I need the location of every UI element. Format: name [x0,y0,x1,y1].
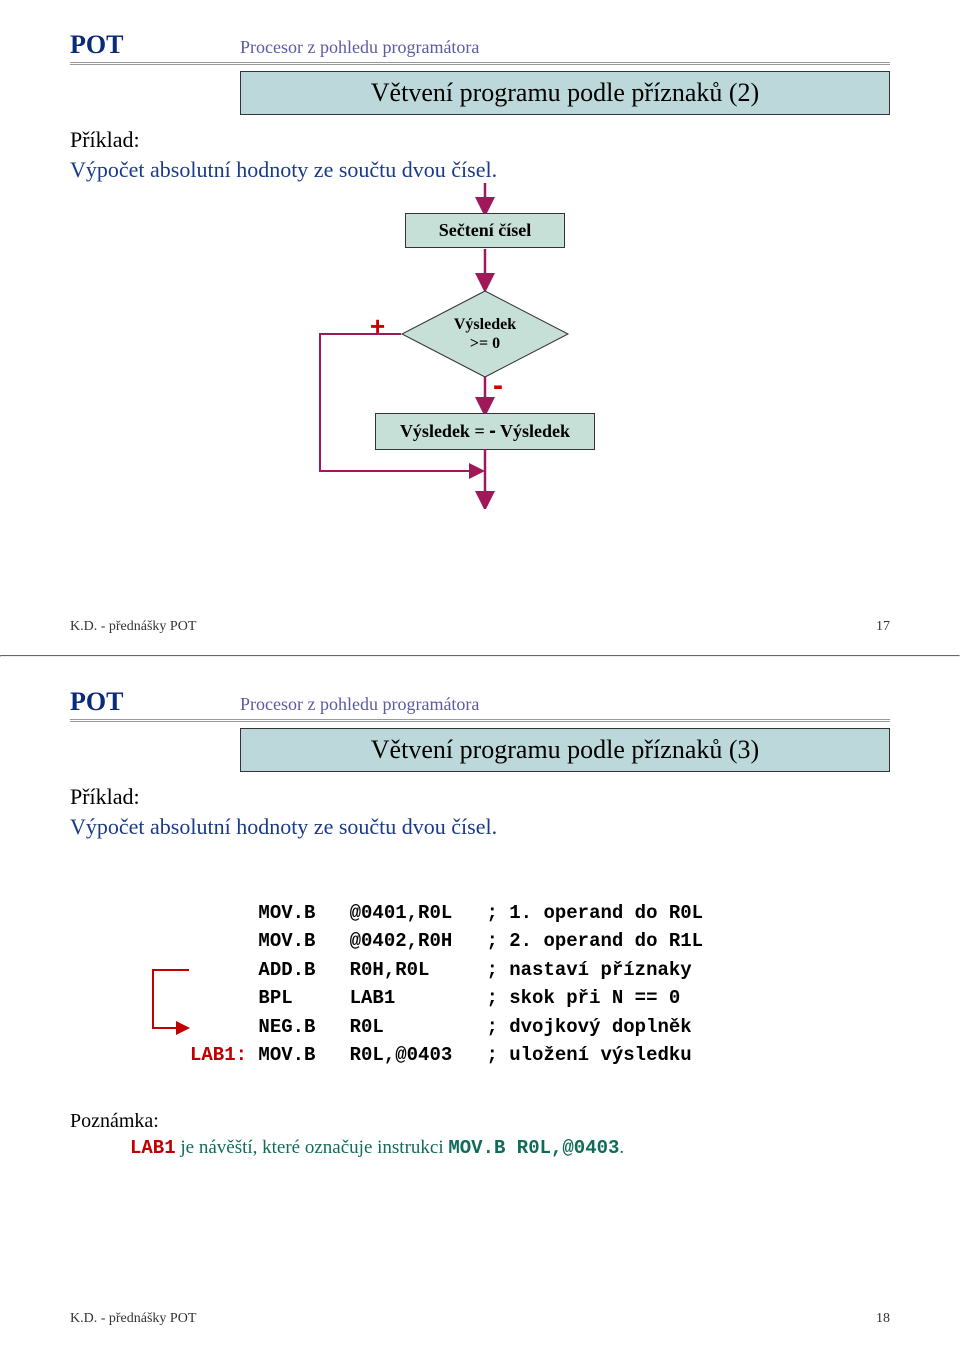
arrow-to-diamond [475,249,495,291]
example-intro: Příklad: Výpočet absolutní hodnoty ze so… [70,127,890,183]
code-l2: MOV.B @0402,R0H ; 2. operand do R1L [190,930,703,952]
slide-title: Větvení programu podle příznaků (3) [240,728,890,772]
code-l6-rest: MOV.B R0L,@0403 ; uložení výsledku [247,1044,692,1066]
footer-left: K.D. - přednášky POT [70,619,196,635]
arrow-entry [475,183,495,215]
slide-header: POT Procesor z pohledu programátora [70,30,890,65]
header-subtitle: Procesor z pohledu programátora [240,37,479,58]
code-l3: ADD.B R0H,R0L ; nastaví příznaky [190,959,692,981]
box2-pre: Výsledek = [400,421,489,441]
header-pot: POT [70,30,240,60]
example-intro: Příklad: Výpočet absolutní hodnoty ze so… [70,784,890,840]
example-label: Příklad: [70,127,890,153]
arrow-exit [475,449,495,509]
note-lab1: LAB1 [130,1137,176,1159]
example-label: Příklad: [70,784,890,810]
flowchart: Sečtení čísel Výsledek >= 0 + - [220,203,740,523]
slide-18: POT Procesor z pohledu programátora Větv… [0,657,960,1347]
note-pre: je návěští, které označuje instrukci [176,1137,449,1158]
code-l6-label: LAB1: [190,1044,247,1066]
slide-footer: K.D. - přednášky POT 17 [70,619,890,635]
header-pot: POT [70,687,240,717]
footer-page: 18 [876,1311,890,1327]
note-mono: MOV.B R0L,@0403 [448,1137,619,1159]
note-label: Poznámka: [70,1110,890,1133]
box2-dash: - [489,420,496,442]
slide-title: Větvení programu podle příznaků (2) [240,71,890,115]
slide-header: POT Procesor z pohledu programátora [70,687,890,722]
example-desc: Výpočet absolutní hodnoty ze součtu dvou… [70,157,890,183]
header-subtitle: Procesor z pohledu programátora [240,694,479,715]
note-body: LAB1 je návěští, které označuje instrukc… [130,1137,890,1159]
code-l4: BPL LAB1 ; skok při N == 0 [190,987,680,1009]
example-desc: Výpočet absolutní hodnoty ze součtu dvou… [70,814,890,840]
code-branch-arrow [135,870,190,1050]
slide-footer: K.D. - přednášky POT 18 [70,1311,890,1327]
flow-box-negate: Výsledek = - Výsledek [375,413,595,450]
slide-17: POT Procesor z pohledu programátora Větv… [0,0,960,655]
box2-post: Výsledek [496,421,570,441]
footer-left: K.D. - přednášky POT [70,1311,196,1327]
code-l5: NEG.B R0L ; dvojkový doplněk [190,1016,692,1038]
flow-box-add: Sečtení čísel [405,213,565,248]
code-listing: MOV.B @0401,R0L ; 1. operand do R0L MOV.… [190,870,890,1070]
note-block: Poznámka: LAB1 je návěští, které označuj… [70,1110,890,1159]
code-l1: MOV.B @0401,R0L ; 1. operand do R0L [190,902,703,924]
footer-page: 17 [876,619,890,635]
note-dot: . [619,1137,624,1158]
